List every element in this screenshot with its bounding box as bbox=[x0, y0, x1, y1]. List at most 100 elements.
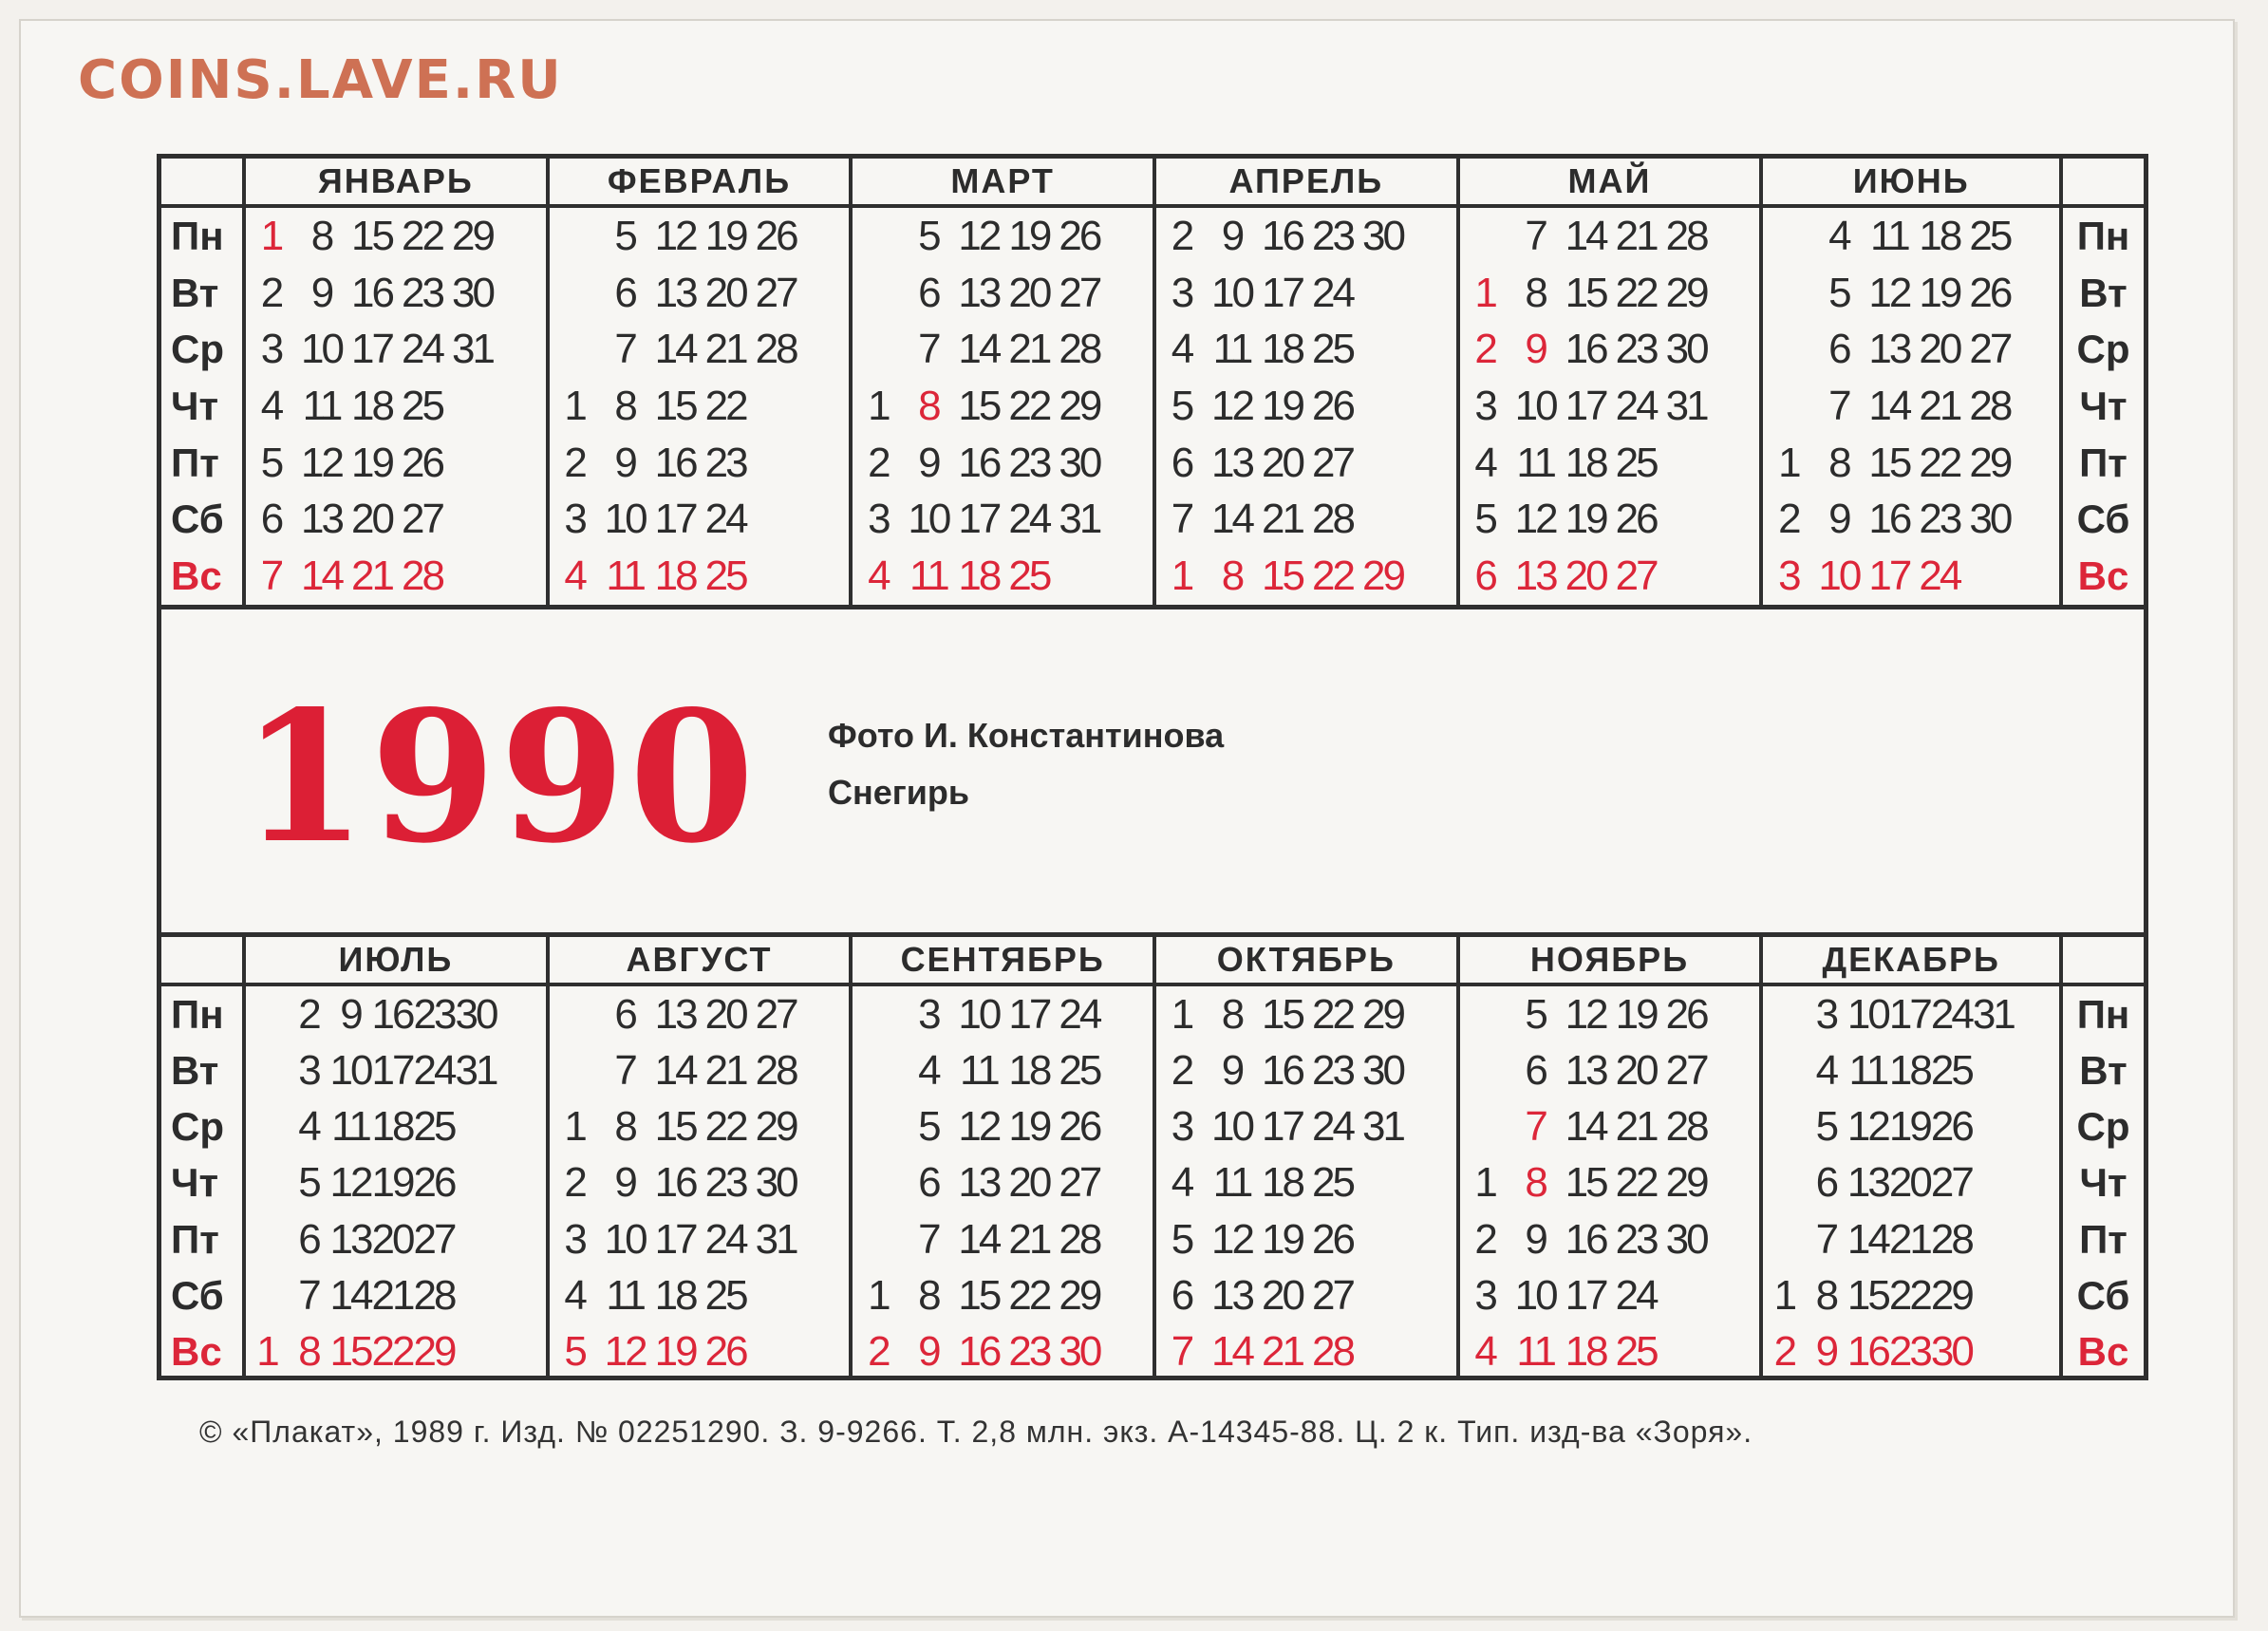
weekday-label: Чт bbox=[171, 1160, 219, 1206]
day-number: 8 bbox=[1221, 990, 1245, 1038]
day-number: 5 bbox=[1171, 1215, 1194, 1263]
day-number: 10 bbox=[1211, 1103, 1255, 1151]
day-number: 18 bbox=[1008, 1046, 1052, 1094]
week-row: 5 12 19 26 bbox=[1759, 264, 2063, 322]
week-row: 3 10 17 24 31 bbox=[849, 491, 1153, 549]
week-row: 6 13 20 27 bbox=[849, 1154, 1153, 1212]
day-number: 1 bbox=[1171, 553, 1194, 600]
week-row: 5 12 19 26 bbox=[1152, 378, 1456, 435]
week-row: 2 9 16 23 30 bbox=[1455, 1211, 1760, 1268]
day-number: 2 bbox=[564, 439, 587, 486]
day-number: 13 bbox=[329, 1215, 374, 1263]
day-number: 16 bbox=[958, 1328, 1002, 1376]
day-number: 9 bbox=[614, 439, 637, 486]
day-number: 22 bbox=[1615, 1159, 1659, 1207]
day-number: 16 bbox=[958, 439, 1002, 486]
weekday-label: Пт bbox=[2079, 440, 2127, 485]
day-number: 14 bbox=[1211, 496, 1255, 543]
day-number: 17 bbox=[654, 496, 699, 543]
weekday-label: Ср bbox=[2076, 327, 2130, 372]
day-number: 8 bbox=[310, 212, 334, 259]
day-number: 25 bbox=[1615, 1328, 1659, 1376]
day-number: 25 bbox=[1008, 553, 1052, 600]
day-number: 12 bbox=[604, 1328, 648, 1376]
day-number: 9 bbox=[1221, 1046, 1245, 1094]
week-row: 4 11 18 25 bbox=[849, 548, 1153, 605]
day-number: 30 bbox=[1665, 1215, 1710, 1263]
day-number: 30 bbox=[1969, 496, 2013, 543]
day-number: 12 bbox=[1565, 990, 1609, 1038]
day-number: 22 bbox=[1008, 382, 1052, 429]
week-row: 6 13 20 27 bbox=[1455, 548, 1760, 605]
weekday-label: Пт bbox=[2079, 1216, 2127, 1262]
photo-title: Снегирь bbox=[828, 773, 970, 812]
day-number: 29 bbox=[452, 212, 496, 259]
day-number: 30 bbox=[1059, 439, 1102, 486]
day-number: 3 bbox=[1171, 269, 1194, 316]
day-number: 16 bbox=[351, 269, 395, 316]
weekday-label: Вт bbox=[171, 270, 219, 315]
day-number: 10 bbox=[958, 990, 1002, 1038]
week-row: 3 10 17 24 31 bbox=[1759, 986, 2063, 1043]
day-number: 17 bbox=[654, 1215, 699, 1263]
week-row: 3 10 17 24 31 bbox=[242, 321, 546, 379]
day-number: 21 bbox=[1919, 382, 1962, 429]
day-number: 9 bbox=[1525, 1215, 1547, 1263]
day-number: 17 bbox=[1008, 990, 1052, 1038]
day-number: 17 bbox=[351, 326, 395, 373]
day-number: 5 bbox=[260, 439, 284, 486]
day-number: 23 bbox=[402, 269, 445, 316]
day-number: 6 bbox=[1525, 1046, 1547, 1094]
day-number: 30 bbox=[1362, 212, 1406, 259]
week-row: 1 8 15 22 29 bbox=[1455, 264, 1760, 322]
day-number: 21 bbox=[1615, 1103, 1659, 1151]
day-number: 11 bbox=[331, 1103, 372, 1151]
week-row: 7 14 21 28 bbox=[242, 1267, 546, 1324]
week-row: 7 14 21 28 bbox=[849, 321, 1153, 379]
day-number: 3 bbox=[1474, 1272, 1497, 1320]
day-number: 28 bbox=[1930, 1215, 1975, 1263]
day-number: 22 bbox=[1312, 990, 1356, 1038]
week-row: 7 14 21 28 bbox=[1759, 378, 2063, 435]
imprint-line: © «Плакат», 1989 г. Изд. № 02251290. З. … bbox=[199, 1415, 1753, 1449]
day-number: 7 bbox=[1525, 1103, 1547, 1151]
day-number: 24 bbox=[1919, 553, 1962, 600]
week-row: 7 14 21 28 bbox=[1152, 1323, 1456, 1380]
week-row: 7 14 21 28 bbox=[1455, 208, 1760, 265]
weekday-label: Пн bbox=[2076, 991, 2130, 1037]
day-number: 4 bbox=[1474, 439, 1497, 486]
week-row: 5 12 19 26 bbox=[849, 1098, 1153, 1155]
day-number: 29 bbox=[755, 1103, 799, 1151]
week-row: 6 13 20 27 bbox=[242, 491, 546, 549]
day-number: 23 bbox=[1312, 1046, 1356, 1094]
day-number: 25 bbox=[1312, 326, 1356, 373]
week-row: 1 8 15 22 29 bbox=[1152, 986, 1456, 1043]
day-number: 21 bbox=[1008, 1215, 1052, 1263]
day-number: 21 bbox=[1888, 1215, 1933, 1263]
day-number: 22 bbox=[1312, 553, 1356, 600]
day-number: 28 bbox=[755, 1046, 799, 1094]
day-number: 15 bbox=[1846, 1272, 1891, 1320]
day-number: 6 bbox=[298, 1215, 321, 1263]
day-number: 3 bbox=[564, 1215, 587, 1263]
weekday-label: Сб bbox=[171, 1273, 224, 1319]
week-row: 6 13 20 27 bbox=[1455, 1042, 1760, 1099]
day-number: 27 bbox=[1312, 1272, 1356, 1320]
header-corner bbox=[2062, 159, 2144, 208]
day-number: 2 bbox=[1778, 496, 1801, 543]
week-row: 5 12 19 26 bbox=[545, 1323, 850, 1380]
day-number: 7 bbox=[614, 1046, 637, 1094]
day-number: 22 bbox=[704, 382, 749, 429]
week-row: 6 13 20 27 bbox=[242, 1211, 546, 1268]
day-number: 26 bbox=[1615, 496, 1659, 543]
day-number: 4 bbox=[868, 553, 890, 600]
day-number: 8 bbox=[918, 1272, 941, 1320]
day-number: 2 bbox=[564, 1159, 587, 1207]
day-number: 8 bbox=[298, 1328, 321, 1376]
day-number: 24 bbox=[1008, 496, 1052, 543]
day-number: 3 bbox=[298, 1046, 321, 1094]
day-number: 13 bbox=[1514, 553, 1559, 600]
week-row: 1 8 15 22 29 bbox=[1759, 434, 2063, 492]
second-half-year: ИЮЛЬ АВГУСТ СЕНТЯБРЬ ОКТЯБРЬ НОЯБРЬ ДЕКАБРЬ Пн… bbox=[161, 932, 2144, 1380]
day-number: 10 bbox=[1818, 553, 1862, 600]
